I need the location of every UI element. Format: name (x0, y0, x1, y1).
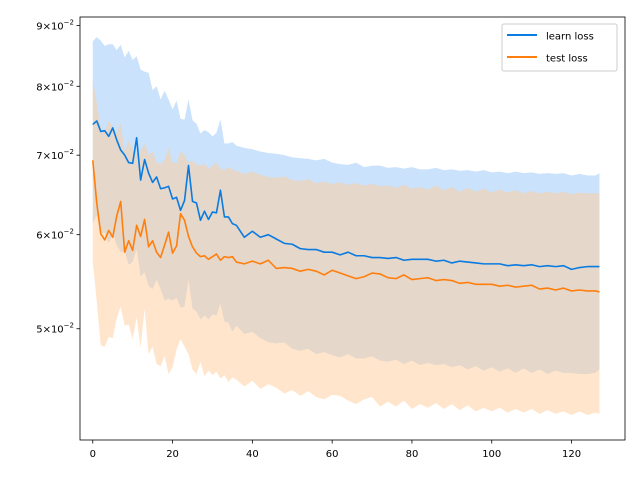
plot-frame (79, 16, 626, 441)
test-loss-band (92, 79, 600, 416)
x-tick-label: 120 (562, 449, 581, 460)
series-lines (91, 120, 600, 293)
y-axis-ticks: 5×10−2 6×10−2 7×10−2 8×10−2 9×10−2 (36, 19, 80, 336)
legend: learn loss test loss (501, 23, 618, 72)
y-tick-label: 6×10−2 (36, 228, 74, 242)
x-tick-label: 0 (90, 449, 96, 460)
learn-loss-line (92, 120, 600, 271)
x-tick-label: 20 (166, 449, 179, 460)
uncertainty-bands (92, 37, 600, 416)
x-tick-label: 40 (246, 449, 259, 460)
x-tick-label: 80 (406, 449, 419, 460)
y-tick-label: 9×10−2 (36, 19, 74, 33)
y-tick-label: 5×10−2 (36, 322, 74, 336)
x-tick-label: 60 (326, 449, 339, 460)
test-loss-line (91, 160, 600, 293)
legend-test-loss-label: test loss (546, 54, 588, 65)
y-tick-label: 7×10−2 (36, 148, 74, 162)
x-axis-ticks: 0 20 40 60 80 100 120 (90, 440, 581, 460)
x-tick-label: 100 (482, 449, 501, 460)
legend-learn-loss-label: learn loss (546, 32, 594, 43)
y-tick-label: 8×10−2 (36, 79, 74, 93)
